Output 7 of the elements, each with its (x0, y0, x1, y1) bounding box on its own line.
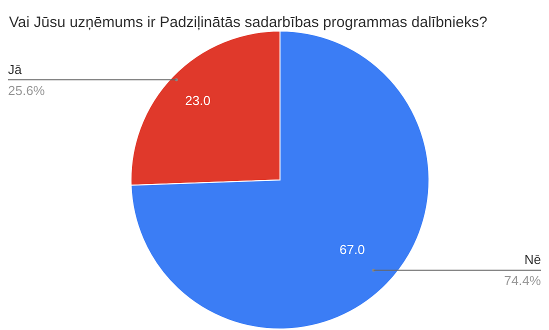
slice-label: Nē (524, 252, 541, 268)
data-label: 23.0 (185, 92, 210, 108)
data-label: 67.0 (340, 242, 365, 258)
chart-title: Vai Jūsu uzņēmums ir Padziļinātās sadarbības programmas dalībnieks? (9, 14, 488, 31)
text: 74.4% (504, 273, 542, 288)
text: 25.6% (8, 82, 46, 98)
slice-label: Jā (8, 62, 22, 77)
